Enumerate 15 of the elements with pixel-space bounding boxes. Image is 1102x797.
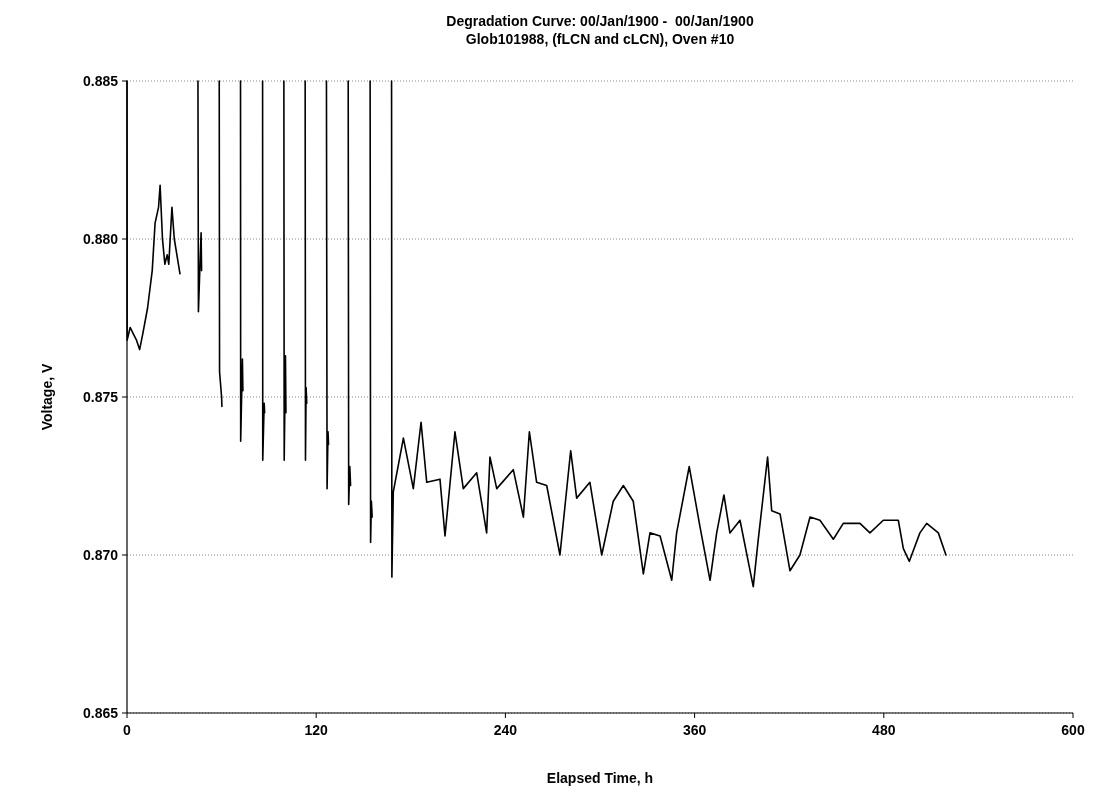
x-axis-title: Elapsed Time, h xyxy=(546,770,654,786)
y-tick-label: 0.875 xyxy=(82,388,119,405)
x-tick-label: 0 xyxy=(123,722,132,738)
chart-title: Degradation Curve: 00/Jan/1900 - 00/Jan/1900 xyxy=(446,13,754,29)
x-tick-label: 240 xyxy=(493,722,518,738)
x-tick-label: 600 xyxy=(1061,722,1085,738)
x-tick-label: 480 xyxy=(872,722,896,738)
y-axis-title: Voltage, V xyxy=(39,363,55,431)
chart-subtitle: Glob101988, (fLCN and cLCN), Oven #10 xyxy=(465,31,735,47)
y-tick-label: 0.885 xyxy=(82,72,119,89)
y-tick-label: 0.865 xyxy=(82,704,119,721)
y-tick-label: 0.880 xyxy=(82,230,119,247)
x-tick-label: 120 xyxy=(304,722,329,738)
y-tick-label: 0.870 xyxy=(82,546,119,563)
x-tick-label: 360 xyxy=(682,722,707,738)
